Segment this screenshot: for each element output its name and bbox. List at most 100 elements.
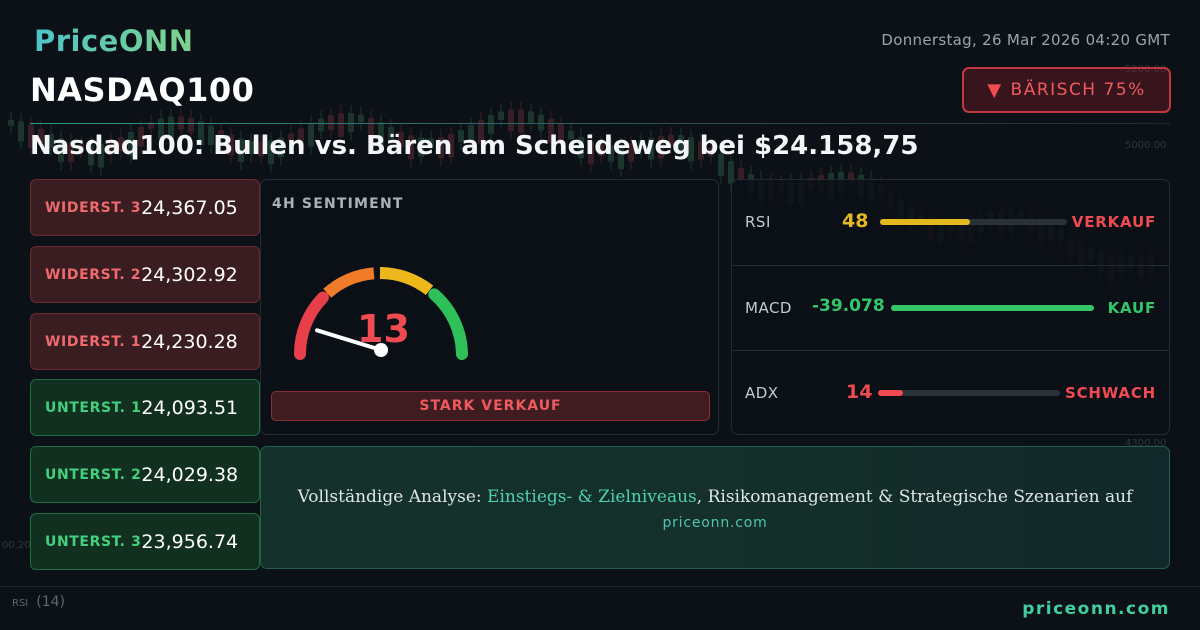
level-value: 24,029.38 [141, 463, 239, 486]
background-candle [58, 138, 64, 162]
gauge-arc-red [294, 291, 329, 360]
background-candle [18, 121, 24, 142]
indicator-track [891, 305, 1094, 311]
background-candle [468, 124, 474, 141]
background-candle [848, 172, 854, 183]
cta-prefix: Vollständige Analyse: [297, 487, 488, 507]
background-candle [498, 111, 504, 120]
background-candle [88, 145, 94, 166]
background-candle [78, 144, 84, 151]
background-candle [238, 138, 244, 162]
background-candle [298, 128, 304, 150]
background-candle [518, 109, 524, 133]
background-candle [508, 109, 514, 132]
background-candle [188, 118, 194, 133]
footer-url[interactable]: priceonn.com [1022, 599, 1170, 619]
background-candle [268, 140, 274, 165]
background-candle [98, 144, 104, 168]
background-candle [578, 136, 584, 159]
background-candle [548, 118, 554, 143]
background-candle [198, 121, 204, 145]
level-label: UNTERST. 3 [45, 533, 142, 550]
footer-divider [0, 586, 1200, 587]
background-candle [358, 114, 364, 123]
background-candle [38, 128, 44, 143]
background-candle [428, 138, 434, 147]
background-candle [438, 137, 444, 159]
level-label: UNTERST. 1 [45, 399, 142, 416]
background-candle [568, 130, 574, 140]
background-candle [368, 117, 374, 139]
background-candle [278, 137, 284, 158]
analysis-cta[interactable]: Vollständige Analyse: Einstiegs- & Zieln… [260, 446, 1170, 569]
sentiment-signal: STARK VERKAUF [271, 391, 710, 421]
background-candle [128, 131, 134, 156]
gauge-needle [315, 328, 383, 352]
background-candle [588, 141, 594, 165]
sentiment-score: 13 [357, 307, 410, 351]
background-candle [148, 122, 154, 129]
background-candle [638, 140, 644, 150]
cta-text: Vollständige Analyse: Einstiegs- & Zieln… [261, 487, 1169, 507]
background-candle [678, 135, 684, 152]
indicator-name: ADX [745, 384, 779, 402]
background-candle [398, 131, 404, 147]
indicator-value: 48 [842, 210, 869, 232]
indicator-signal: KAUF [1107, 299, 1156, 317]
background-candle [258, 141, 264, 157]
background-candle [28, 124, 34, 149]
sentiment-badge-label: BÄRISCH 75% [1010, 80, 1146, 100]
background-candle [228, 134, 234, 156]
gauge-arc-yellow [379, 267, 434, 296]
gauge-pivot [374, 343, 388, 357]
indicator-fill [891, 305, 1094, 311]
background-candle [478, 119, 484, 144]
background-candle [288, 133, 294, 141]
background-candle [338, 113, 344, 137]
indicator-signal: SCHWACH [1064, 384, 1156, 402]
level-support-3: UNTERST. 3 23,956.74 [30, 513, 260, 570]
axis-label: 5200.00 [1125, 64, 1166, 75]
background-candle [648, 137, 654, 160]
axis-label: 00.20 [2, 540, 31, 551]
header-divider [30, 123, 1170, 124]
background-candle [528, 111, 534, 124]
background-candle [608, 145, 614, 162]
background-candle [728, 161, 734, 184]
background-candle [68, 142, 74, 162]
background-candle [108, 141, 114, 155]
sentiment-title: 4H SENTIMENT [272, 196, 404, 212]
headline: Nasdaq100: Bullen vs. Bären am Scheidewe… [30, 131, 919, 161]
axis-label: 4300.00 [1125, 438, 1166, 449]
background-candle [158, 118, 164, 140]
gauge-arc-green [428, 288, 468, 360]
background-candle [328, 115, 334, 131]
indicator-signal: VERKAUF [1071, 213, 1156, 231]
background-candle [378, 122, 384, 146]
level-label: WIDERST. 3 [45, 199, 142, 216]
indicators-panel: RSI 48 VERKAUF MACD -39.078 KAUF ADX 14 … [731, 179, 1170, 435]
cta-link[interactable]: priceonn.com [662, 515, 768, 531]
sentiment-panel: 4H SENTIMENT 13 STARK VERKAUF [260, 179, 719, 435]
cta-highlight: Einstiegs- & Zielniveaus [487, 487, 697, 507]
rsi-label: RSI [12, 598, 29, 609]
down-arrow-icon: ▼ [987, 79, 1003, 101]
background-candle [698, 141, 704, 160]
background-candle [8, 119, 14, 126]
background-candle [708, 147, 714, 157]
background-candle [448, 134, 454, 158]
background-candle [738, 168, 744, 180]
background-candle [168, 116, 174, 140]
background-candle [308, 123, 314, 147]
level-support-1: UNTERST. 1 24,093.51 [30, 379, 260, 436]
level-resistance-2: WIDERST. 2 24,302.92 [30, 246, 260, 303]
indicator-adx: ADX 14 SCHWACH [732, 350, 1169, 435]
background-candle [598, 144, 604, 156]
background-candle [388, 127, 394, 140]
axis-label: 5000.00 [1125, 140, 1166, 151]
cta-suffix: , Risikomanagement & Strategische Szenar… [696, 487, 1133, 507]
background-candle [418, 137, 424, 157]
indicator-fill [878, 390, 904, 396]
background-candle [488, 115, 494, 134]
indicator-name: RSI [745, 213, 771, 231]
